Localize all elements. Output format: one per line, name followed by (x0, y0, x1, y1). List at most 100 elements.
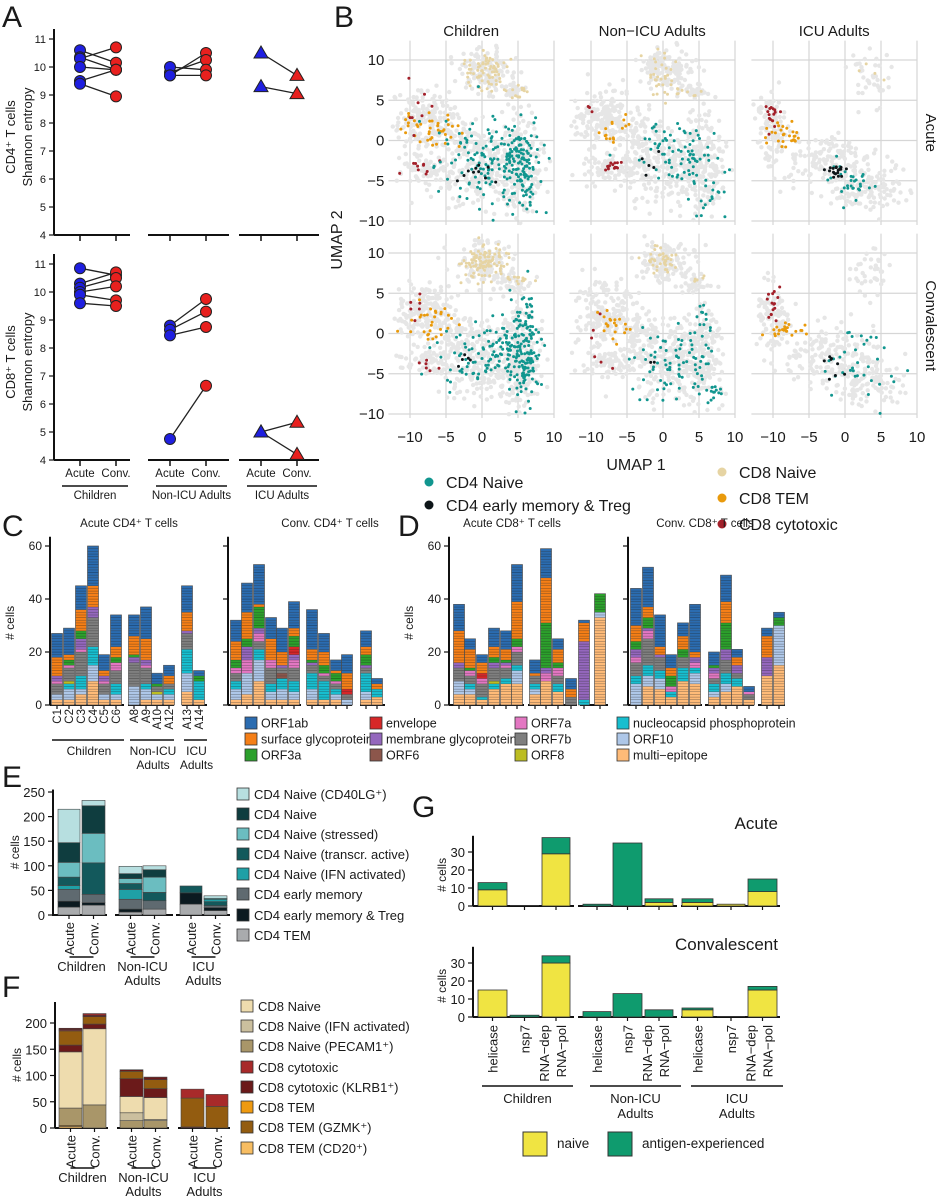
background-cell-point (853, 62, 858, 67)
background-cell-point (668, 316, 673, 321)
background-cell-point (420, 322, 425, 327)
background-cell-point (716, 118, 722, 124)
background-cell-point (776, 80, 782, 85)
background-cell-point (398, 93, 403, 98)
background-cell-point (468, 323, 473, 328)
cell-point (515, 167, 519, 171)
background-cell-point (852, 150, 858, 156)
cell-point (486, 171, 490, 175)
cell-point (849, 179, 853, 182)
background-cell-point (621, 365, 627, 370)
background-cell-point (758, 131, 763, 136)
cell-point (516, 393, 520, 397)
background-cell-point (690, 89, 695, 95)
convalescent-point (110, 41, 122, 54)
y-tick-label: 10 (368, 245, 385, 262)
background-cell-point (781, 115, 787, 120)
cell-point (508, 176, 512, 180)
background-cell-point (480, 57, 486, 63)
cell-point (644, 173, 648, 177)
background-cell-point (401, 125, 406, 130)
cell-point (699, 214, 703, 218)
cell-point (486, 168, 490, 172)
background-cell-point (494, 45, 500, 51)
cell-point (831, 166, 835, 170)
background-cell-point (514, 216, 519, 221)
background-cell-point (701, 174, 706, 179)
pair-line (79, 277, 117, 289)
background-cell-point (688, 110, 693, 115)
background-cell-point (612, 88, 617, 93)
cell-point (446, 142, 450, 146)
background-cell-point (782, 175, 787, 181)
cell-point (501, 341, 505, 345)
background-cell-point (589, 300, 594, 305)
cell-point (524, 387, 528, 391)
cell-point (523, 344, 527, 348)
cell-point (479, 167, 483, 171)
umap-facet (751, 40, 918, 226)
background-cell-point (424, 322, 430, 327)
background-cell-point (446, 181, 452, 186)
background-cell-point (594, 333, 599, 338)
cell-point (460, 358, 464, 361)
background-cell-point (594, 137, 599, 142)
background-cell-point (609, 332, 614, 337)
background-cell-point (660, 194, 665, 200)
background-cell-point (642, 234, 647, 239)
background-cell-point (396, 135, 401, 140)
background-cell-point (720, 164, 725, 169)
pair-line (169, 59, 207, 74)
background-cell-point (403, 356, 409, 361)
background-cell-point (455, 274, 461, 279)
cell-point (520, 332, 524, 336)
cell-point (506, 143, 510, 147)
background-cell-point (891, 188, 896, 193)
y-tick-label: −5 (367, 173, 384, 190)
cell-point (525, 164, 529, 168)
cell-point (431, 143, 435, 147)
cell-point (477, 273, 481, 277)
cell-point (695, 173, 699, 177)
background-cell-point (482, 140, 487, 145)
cell-point (482, 243, 486, 247)
background-cell-point (408, 178, 413, 184)
background-cell-point (652, 174, 657, 179)
background-cell-point (624, 163, 629, 169)
cell-point (417, 361, 421, 365)
cell-point (494, 247, 498, 250)
background-cell-point (485, 318, 490, 323)
background-cell-point (488, 296, 493, 302)
cell-point (437, 189, 441, 193)
y-tick-label: 4 (40, 455, 46, 467)
cell-point (520, 363, 524, 367)
background-cell-point (874, 174, 880, 179)
cell-point (446, 313, 450, 317)
background-cell-point (492, 211, 497, 217)
pair-line (169, 66, 207, 71)
background-cell-point (402, 144, 407, 149)
cell-point (436, 124, 440, 128)
cell-point (530, 390, 534, 394)
background-cell-point (592, 282, 598, 287)
background-cell-point (673, 162, 679, 168)
background-cell-point (607, 312, 612, 317)
background-cell-point (656, 134, 662, 139)
background-cell-point (492, 276, 497, 282)
background-cell-point (432, 110, 437, 115)
background-cell-point (415, 110, 420, 115)
background-cell-point (711, 371, 716, 377)
background-cell-point (590, 371, 595, 376)
background-cell-point (671, 341, 677, 346)
background-cell-point (530, 177, 536, 182)
cell-point (706, 153, 710, 157)
background-cell-point (469, 267, 474, 273)
cell-point (424, 366, 428, 370)
background-cell-point (394, 353, 399, 358)
cell-point (767, 132, 771, 136)
cell-point (669, 83, 673, 87)
background-cell-point (674, 256, 679, 262)
background-cell-point (782, 110, 787, 115)
background-cell-point (767, 154, 773, 160)
